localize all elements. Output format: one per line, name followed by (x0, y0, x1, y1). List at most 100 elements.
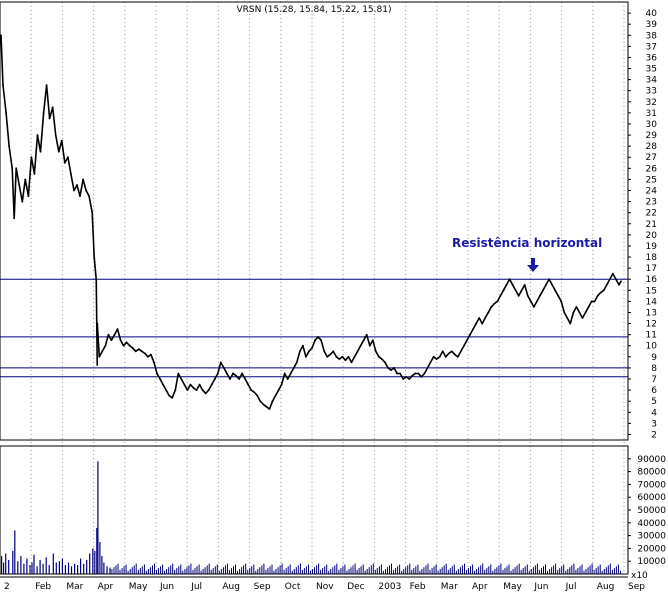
price-point (247, 383, 250, 386)
price-point (21, 200, 24, 203)
price-tick-label: 32 (646, 98, 657, 108)
price-point (575, 306, 578, 308)
volume-bar (214, 566, 216, 574)
volume-bar (36, 566, 38, 574)
price-point (140, 350, 143, 353)
price-point (478, 317, 481, 319)
volume-bar (354, 563, 356, 574)
volume-bar (64, 565, 66, 574)
volume-bar (129, 569, 131, 574)
price-point (147, 355, 149, 358)
x-tick-label: May (129, 582, 148, 592)
price-point (70, 173, 72, 175)
price-point (454, 353, 456, 356)
volume-bar (8, 559, 10, 574)
price-point (207, 389, 210, 391)
volume-tick-label: 90000 (637, 455, 666, 465)
price-point (48, 117, 51, 120)
price-point (472, 328, 474, 330)
price-tick-label: 20 (646, 231, 658, 241)
price-point (408, 378, 411, 380)
price-point (122, 344, 125, 347)
price-point (171, 397, 174, 399)
volume-bar (583, 570, 585, 574)
volume-bar (168, 567, 170, 574)
volume-bar (70, 566, 73, 574)
price-point (180, 378, 183, 380)
price-point (286, 378, 289, 380)
price-point (432, 355, 435, 358)
price-point (399, 372, 401, 375)
price-point (274, 394, 277, 397)
volume-bar (423, 567, 425, 574)
volume-bar (413, 568, 415, 574)
volume-bar (336, 563, 338, 574)
price-panel-frame (0, 1, 629, 441)
chart-title: VRSN (15.28, 15.84, 15.22, 15.81) (237, 5, 392, 15)
x-tick-label: Jun (533, 582, 548, 592)
volume-bar (253, 564, 255, 574)
price-point (441, 350, 444, 353)
volume-bar (338, 569, 340, 574)
volume-bar (486, 568, 488, 574)
price-point (615, 278, 617, 281)
price-point (420, 375, 423, 378)
volume-bar (601, 570, 603, 574)
volume-bar (620, 570, 621, 574)
volume-bar (528, 570, 530, 574)
volume-bar (421, 569, 423, 574)
price-point (423, 372, 426, 375)
price-point (30, 156, 33, 159)
price-point (104, 344, 107, 347)
price-tick-label: 16 (646, 275, 658, 285)
volume-bar (468, 568, 469, 574)
price-point (244, 378, 247, 380)
price-point (384, 361, 386, 364)
volume-bar (510, 570, 512, 574)
volume-tick-label: 70000 (637, 480, 666, 490)
price-point (517, 294, 520, 297)
price-point (195, 389, 198, 391)
volume-bar (247, 569, 249, 574)
volume-bar (395, 568, 397, 574)
price-point (365, 333, 368, 336)
x-tick-label: Dec (347, 582, 364, 592)
price-point (265, 405, 268, 408)
volume-bar (575, 569, 577, 574)
volume-bar (385, 569, 386, 574)
volume-bar (522, 568, 524, 574)
price-point (581, 317, 584, 319)
volume-bar (58, 561, 60, 574)
volume-bar (123, 566, 125, 574)
price-point (110, 339, 113, 342)
volume-bar (103, 562, 105, 574)
volume-bar (133, 565, 135, 574)
volume-bar (147, 569, 149, 574)
volume-bar (587, 567, 589, 574)
price-tick-label: 37 (646, 42, 657, 52)
volume-bar (23, 563, 25, 574)
volume-bar (281, 563, 283, 574)
volume-bar (67, 562, 70, 574)
volume-bar (293, 569, 295, 574)
price-point (93, 256, 96, 258)
volume-bar (500, 563, 502, 574)
x-tick-label: Aug (597, 582, 615, 592)
axes (0, 1, 631, 578)
volume-bar (478, 567, 480, 574)
volume-bar (453, 564, 455, 574)
volume-bar (431, 568, 433, 574)
volume-bar (553, 565, 555, 574)
price-point (526, 294, 529, 297)
volume-bar (55, 562, 57, 574)
volume-bar (382, 570, 384, 574)
price-point (469, 333, 471, 336)
volume-bar (255, 570, 257, 574)
price-tick-label: 23 (646, 198, 657, 208)
volume-bar (526, 564, 528, 574)
volume-bar (228, 569, 230, 574)
price-point (219, 361, 222, 364)
volume-bar (243, 565, 245, 574)
volume-bar (170, 565, 172, 574)
volume-bar (609, 563, 611, 574)
